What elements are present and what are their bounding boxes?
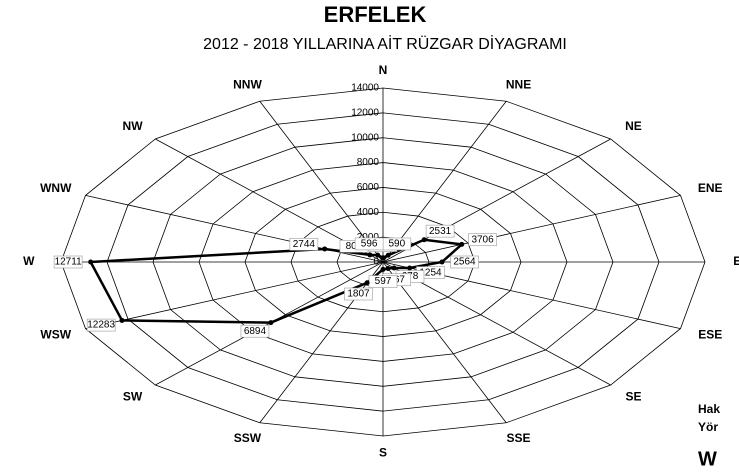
- tick-label: 14000: [351, 83, 379, 94]
- data-point: [421, 237, 427, 243]
- note: W: [698, 448, 717, 470]
- direction-label: SSW: [234, 431, 262, 445]
- direction-label: NE: [625, 119, 642, 133]
- chart-subtitle: 2012 - 2018 YILLARINA AİT RÜZGAR DİYAGRA…: [203, 34, 567, 53]
- label-box: [468, 233, 497, 247]
- direction-label: WSW: [40, 327, 71, 341]
- data-point: [367, 252, 373, 258]
- data-point: [268, 320, 274, 326]
- data-point: [391, 265, 397, 271]
- direction-label: ESE: [698, 327, 722, 341]
- direction-label: NNE: [506, 77, 531, 91]
- direction-label: SE: [625, 390, 641, 404]
- label-box: [289, 237, 319, 251]
- direction-label: S: [379, 446, 387, 460]
- data-label: 2744: [293, 239, 316, 250]
- direction-label: NW: [123, 119, 144, 133]
- tick-label: 10000: [351, 132, 379, 143]
- data-label: 6894: [244, 326, 267, 337]
- direction-label: ENE: [698, 181, 723, 195]
- data-label: 597: [375, 276, 392, 287]
- direction-label: SW: [123, 390, 143, 404]
- data-point: [407, 265, 413, 271]
- data-point: [439, 259, 445, 265]
- label-box: [354, 237, 384, 251]
- direction-label: E: [733, 254, 739, 268]
- spoke: [259, 101, 384, 263]
- data-label: 805: [346, 241, 363, 252]
- tick-label: 4000: [357, 207, 380, 218]
- tick-label: 0: [373, 257, 379, 268]
- data-point: [364, 280, 370, 286]
- tick-label: 12000: [351, 107, 379, 118]
- note: Yör: [698, 420, 718, 434]
- data-point: [385, 266, 391, 272]
- data-label: 12711: [55, 257, 83, 268]
- data-point: [88, 259, 94, 265]
- label-box: [450, 255, 479, 269]
- direction-label: W: [23, 254, 35, 268]
- data-label: 590: [388, 239, 405, 250]
- direction-label: NNW: [233, 77, 262, 91]
- chart-title: ERFELEK: [324, 2, 427, 27]
- data-label: 596: [361, 239, 378, 250]
- data-point: [380, 255, 386, 261]
- data-label: 2564: [453, 257, 476, 268]
- spoke: [85, 261, 384, 329]
- data-point: [375, 252, 381, 258]
- tick-label: 2000: [357, 232, 380, 243]
- spoke: [382, 261, 507, 423]
- label-box: [86, 318, 116, 332]
- data-label: 12283: [87, 320, 115, 331]
- data-point: [322, 246, 328, 252]
- label-box: [425, 224, 455, 238]
- label-box: [53, 255, 83, 269]
- data-label: 3706: [471, 234, 494, 245]
- tick-label: 6000: [357, 182, 380, 193]
- data-label: 2531: [429, 226, 452, 237]
- tick-label: 8000: [357, 157, 380, 168]
- data-point: [380, 266, 386, 272]
- note: Hak: [698, 402, 720, 416]
- spoke: [259, 261, 384, 423]
- spoke: [382, 101, 507, 263]
- direction-label: SSE: [507, 431, 531, 445]
- direction-label: N: [379, 63, 388, 77]
- data-point: [119, 317, 125, 323]
- data-label: 1254: [419, 267, 442, 278]
- spoke: [382, 195, 681, 263]
- data-point: [385, 252, 391, 258]
- data-point: [459, 241, 465, 247]
- label-box: [240, 324, 270, 338]
- direction-label: WNW: [40, 181, 72, 195]
- data-label: 1807: [347, 289, 370, 300]
- label-box: [344, 287, 373, 301]
